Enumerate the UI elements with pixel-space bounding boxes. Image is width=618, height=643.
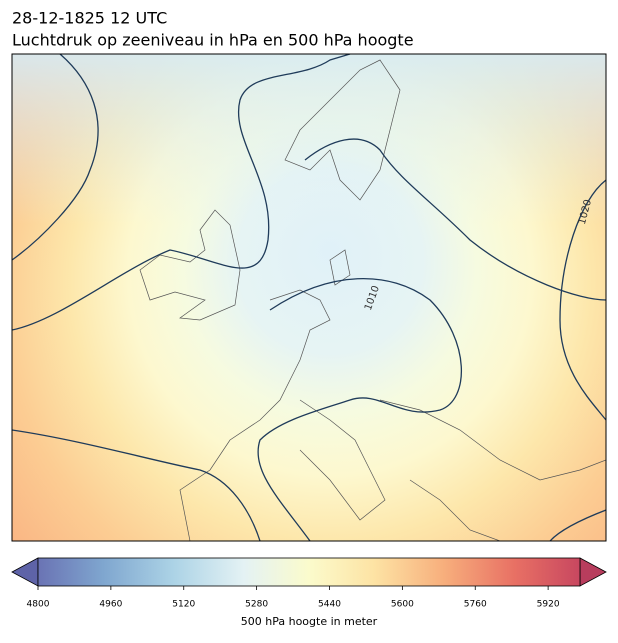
colorbar-tick-label: 5120 <box>172 600 195 610</box>
colorbar-tick-label: 5760 <box>464 600 487 610</box>
colorbar-body <box>37 557 581 587</box>
colorbar: 500 hPa hoogte in meter 4800 4960 5120 5280… <box>11 557 607 628</box>
colorbar-label: 500 hPa hoogte in meter <box>241 615 378 628</box>
colorbar-tick-label: 5280 <box>245 600 268 610</box>
title-line: 28-12-1825 12 UTC <box>12 9 167 28</box>
colorbar-tick-label: 5440 <box>318 600 341 610</box>
title-line: Luchtdruk op zeeniveau in hPa en 500 hPa… <box>12 31 414 50</box>
colorbar-tick-label: 4960 <box>99 600 122 610</box>
coastlines <box>139 59 606 541</box>
colorbar-extend-high <box>579 557 607 587</box>
colorbar-extend-low <box>11 557 39 587</box>
pressure-contours <box>12 54 606 541</box>
colorbar-tick-label: 5920 <box>537 600 560 610</box>
colorbar-tick-label: 4800 <box>27 600 50 610</box>
colorbar-tick-label: 5600 <box>391 600 414 610</box>
map-frame <box>11 53 607 542</box>
height-field-overlay <box>12 54 606 541</box>
map: 1010 1020 <box>12 54 606 541</box>
